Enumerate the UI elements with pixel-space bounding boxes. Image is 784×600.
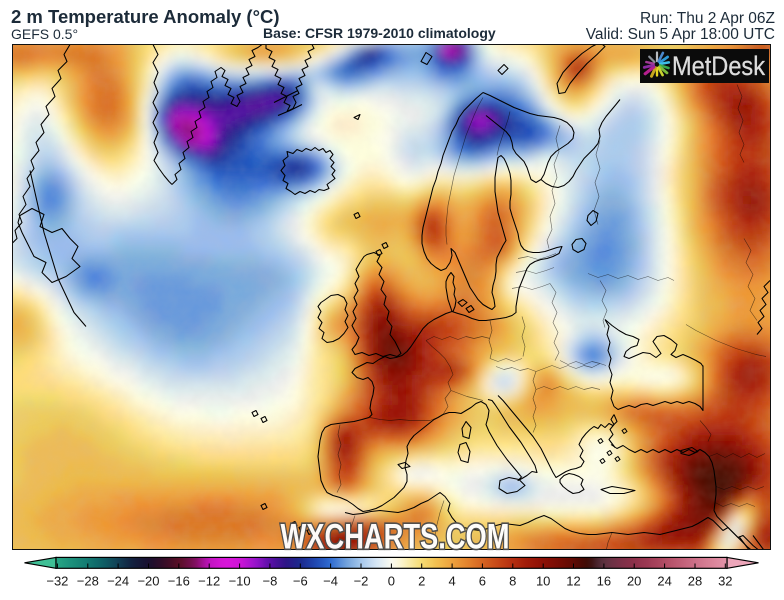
- svg-text:−28: −28: [77, 574, 99, 589]
- svg-text:−32: −32: [46, 574, 68, 589]
- svg-text:−12: −12: [198, 574, 220, 589]
- svg-text:MetDesk: MetDesk: [672, 51, 765, 81]
- svg-text:12: 12: [566, 574, 580, 589]
- svg-text:WXCHARTS.COM: WXCHARTS.COM: [281, 518, 510, 557]
- svg-text:16: 16: [597, 574, 611, 589]
- svg-text:32: 32: [718, 574, 732, 589]
- svg-text:10: 10: [536, 574, 550, 589]
- svg-text:−10: −10: [229, 574, 251, 589]
- svg-text:−8: −8: [262, 574, 277, 589]
- svg-text:−16: −16: [168, 574, 190, 589]
- svg-text:8: 8: [509, 574, 516, 589]
- svg-text:6: 6: [479, 574, 486, 589]
- svg-text:20: 20: [627, 574, 641, 589]
- svg-text:−6: −6: [293, 574, 308, 589]
- svg-text:4: 4: [448, 574, 455, 589]
- svg-text:24: 24: [657, 574, 671, 589]
- svg-text:−24: −24: [107, 574, 129, 589]
- svg-text:−20: −20: [137, 574, 159, 589]
- svg-text:−2: −2: [354, 574, 369, 589]
- svg-text:−4: −4: [323, 574, 338, 589]
- svg-text:2: 2: [418, 574, 425, 589]
- svg-text:28: 28: [688, 574, 702, 589]
- svg-text:0: 0: [388, 574, 395, 589]
